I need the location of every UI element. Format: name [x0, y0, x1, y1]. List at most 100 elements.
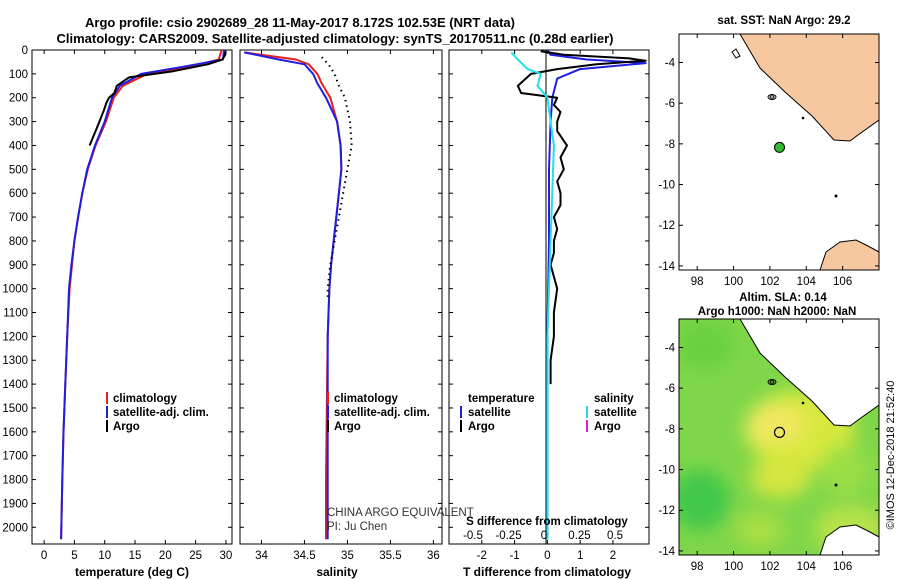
map-y-tick-label: -14 — [658, 546, 675, 558]
sst-map-axes: 98 100 102 104 106 -4 -6 -8 -10 -12 -14 — [658, 34, 879, 288]
depth-axis-labels: 0 100 200 300 400 500 600 700 800 900 1000 1100 1200… — [2, 45, 28, 534]
island-outline — [769, 380, 775, 384]
s-tick-label: 0 — [541, 530, 547, 542]
salinity-legend: climatology satellite-adj. clim. Argo — [327, 392, 430, 433]
depth-tick-label: 300 — [9, 117, 28, 129]
series-line-t-argo — [516, 50, 647, 385]
map-y-tick-label: -10 — [658, 180, 675, 192]
x-tick-label: 20 — [159, 550, 172, 562]
x-tick-label: 5 — [71, 550, 77, 562]
legend-climatology: climatology — [334, 393, 399, 405]
map-y-tick-label: -8 — [665, 139, 675, 151]
s-tick-label: -0.5 — [463, 530, 483, 542]
java-land — [819, 239, 879, 270]
difference-series — [510, 50, 647, 540]
sla-map — [679, 319, 879, 555]
sumatra-land — [679, 34, 879, 142]
depth-tick-label: 1000 — [2, 284, 28, 296]
temperature-xlabel: temperature (deg C) — [75, 565, 189, 579]
x-tick-labels: 0 5 10 15 20 25 30 34 34.5 35 35.5 36 -2 -1 0 1 2 -0.5 -0.… — [41, 530, 623, 562]
series-line-argo — [320, 56, 353, 301]
x-tick-label: 34.5 — [293, 550, 315, 562]
figure-subtitle: Climatology: CARS2009. Satellite-adjuste… — [56, 31, 613, 46]
series-line-argo — [88, 51, 227, 146]
depth-tick-label: 1500 — [2, 403, 28, 415]
island-dot — [801, 401, 805, 405]
depth-tick-label: 600 — [9, 188, 28, 200]
map-y-tick-label: -6 — [665, 383, 675, 395]
sla-map-title2: Argo h1000: NaN h2000: NaN — [698, 306, 857, 318]
map-x-tick-label: 98 — [691, 561, 704, 573]
map-y-tick-label: -4 — [665, 57, 676, 69]
sla-blob — [820, 445, 870, 495]
x-tick-label: -2 — [477, 550, 487, 562]
map-x-tick-label: 98 — [691, 276, 704, 288]
sla-blob — [735, 512, 785, 548]
depth-tick-label: 1600 — [2, 427, 28, 439]
s-tick-label: 0.25 — [568, 530, 590, 542]
salinity-xlabel: salinity — [316, 565, 358, 579]
sla-blob — [745, 405, 805, 445]
island-dot — [801, 116, 805, 120]
legend-argo: Argo — [334, 421, 361, 433]
island-dot — [834, 483, 838, 487]
map-x-tick-label: 106 — [833, 276, 852, 288]
map-y-tick-label: -12 — [658, 220, 675, 232]
island-outline — [731, 48, 741, 59]
map-y-tick-label: -6 — [665, 98, 675, 110]
legend-salinity-title: salinity — [594, 393, 634, 405]
series-line-climatology — [60, 50, 223, 540]
x-tick-label: 35.5 — [379, 550, 401, 562]
temperature-legend: climatology satellite-adj. clim. Argo — [106, 392, 209, 433]
depth-tick-label: 0 — [22, 45, 28, 57]
sla-blob — [679, 470, 730, 530]
x-tick-label: 34 — [255, 550, 268, 562]
map-y-tick-label: -8 — [665, 424, 675, 436]
sla-map-axes: 98 100 102 104 106 -4 -6 -8 -10 -12 -14 — [658, 319, 879, 573]
series-line-satellite-adj-clim- — [60, 50, 226, 540]
temperature-panel-frame — [31, 49, 233, 545]
depth-tick-label: 1700 — [2, 451, 28, 463]
sst-map — [679, 34, 879, 270]
argo-float-marker — [774, 141, 785, 153]
s-difference-label: S difference from climatology — [466, 516, 628, 528]
depth-tick-label: 1200 — [2, 331, 28, 343]
salinity-series — [244, 51, 353, 540]
map-x-tick-label: 102 — [760, 561, 779, 573]
x-tick-label: 30 — [220, 550, 233, 562]
difference-legend: temperature satellite Argo salinity sate… — [460, 393, 637, 433]
x-tick-label: 1 — [577, 550, 583, 562]
legend-climatology: climatology — [113, 393, 178, 405]
island-outline — [767, 94, 777, 100]
depth-tick-label: 1300 — [2, 355, 28, 367]
x-tick-label: 36 — [427, 550, 440, 562]
x-tick-label: 2 — [610, 550, 616, 562]
map-x-tick-label: 102 — [760, 276, 779, 288]
island-dot — [834, 194, 838, 198]
depth-tick-label: 100 — [9, 69, 28, 81]
sumatra-land — [679, 319, 879, 427]
x-tick-label: 25 — [189, 550, 202, 562]
legend-satellite: satellite-adj. clim. — [334, 407, 430, 419]
sst-map-title: sat. SST: NaN Argo: 29.2 — [717, 15, 850, 27]
legend-temperature-title: temperature — [468, 393, 534, 405]
map-x-tick-label: 104 — [797, 561, 817, 573]
footnote-line2: PI: Ju Chen — [327, 521, 387, 533]
footnote-line1: CHINA ARGO EQUIVALENT — [327, 507, 474, 519]
legend-t-argo: Argo — [468, 421, 495, 433]
imos-stamp: ©IMOS 12-Dec-2018 21:52:40 — [885, 381, 897, 530]
legend-t-satellite: satellite — [468, 407, 511, 419]
x-tick-label: 0 — [544, 550, 550, 562]
sla-map-frame — [678, 318, 880, 556]
difference-panel-frame — [448, 49, 650, 545]
depth-tick-label: 400 — [9, 140, 28, 152]
x-tick-label: 15 — [129, 550, 142, 562]
depth-tick-label: 700 — [9, 212, 28, 224]
map-y-tick-label: -4 — [665, 342, 676, 354]
map-x-tick-label: 100 — [724, 276, 743, 288]
axis-ticks — [32, 49, 649, 544]
island-outline — [769, 95, 775, 99]
legend-satellite: satellite-adj. clim. — [113, 407, 209, 419]
